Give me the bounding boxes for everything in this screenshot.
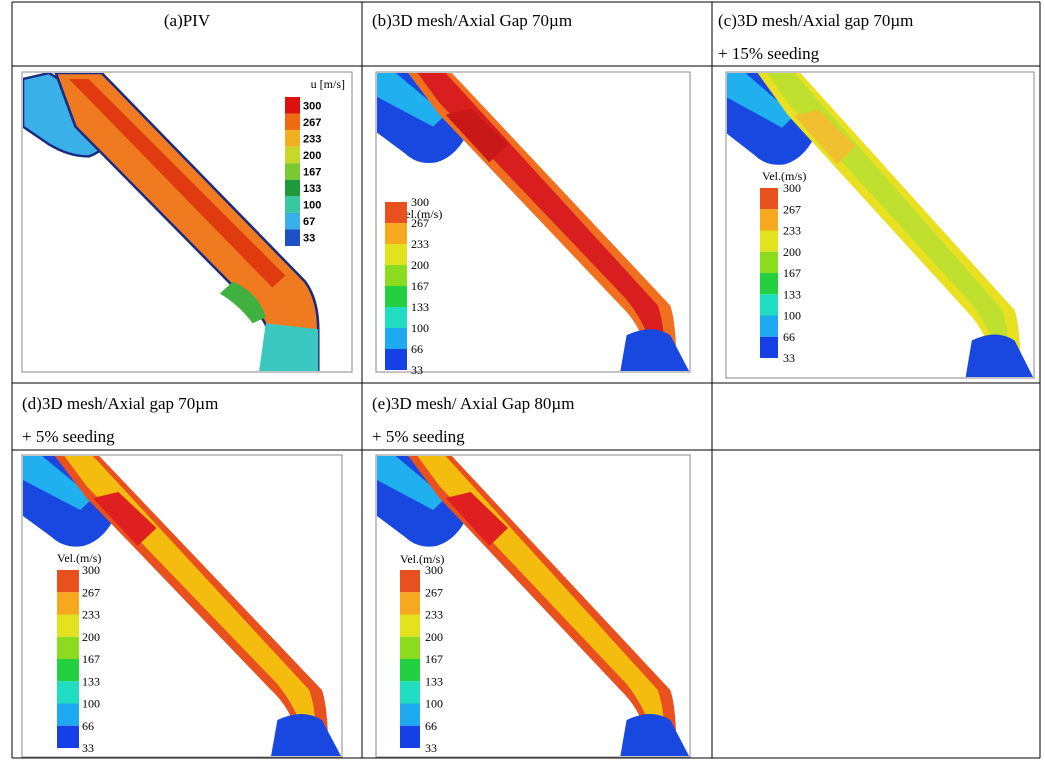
legend-label: 167 bbox=[303, 167, 321, 179]
legend-swatch bbox=[760, 273, 778, 294]
legend-swatch bbox=[57, 704, 79, 726]
legend-label: 167 bbox=[411, 279, 429, 293]
contour-region bbox=[259, 323, 318, 371]
legend-swatch bbox=[57, 592, 79, 614]
legend-label: 33 bbox=[411, 363, 423, 377]
legend-label: 200 bbox=[82, 630, 100, 644]
legend-swatch bbox=[385, 349, 407, 370]
figure-table: (a)PIV u [m/s] 300 267 233 200 167 133 100 67 33 (b… bbox=[0, 0, 1045, 760]
legend-swatch bbox=[760, 188, 778, 209]
legend-label: 233 bbox=[303, 133, 321, 145]
legend-swatch bbox=[760, 231, 778, 252]
legend-swatch bbox=[57, 615, 79, 637]
legend-swatch bbox=[385, 202, 407, 223]
legend-swatch bbox=[57, 659, 79, 681]
legend-swatch bbox=[385, 265, 407, 286]
legend-label: 66 bbox=[411, 342, 423, 356]
legend-label: 33 bbox=[425, 741, 437, 755]
legend-label: 267 bbox=[411, 216, 429, 230]
legend-swatch bbox=[285, 213, 300, 230]
legend-swatch bbox=[400, 681, 420, 703]
legend-label: 200 bbox=[303, 150, 321, 162]
panel-caption: + 5% seeding bbox=[372, 427, 465, 446]
legend-label: 267 bbox=[303, 117, 321, 129]
legend-swatch bbox=[400, 704, 420, 726]
legend-label: 100 bbox=[783, 309, 801, 323]
panel-caption: (b)3D mesh/Axial Gap 70µm bbox=[372, 11, 572, 30]
legend-swatch bbox=[760, 294, 778, 315]
legend-swatch bbox=[760, 337, 778, 358]
legend-swatch bbox=[57, 681, 79, 703]
legend-swatch bbox=[285, 229, 300, 246]
legend-label: 200 bbox=[411, 258, 429, 272]
panel-caption: (e)3D mesh/ Axial Gap 80µm bbox=[372, 394, 574, 413]
legend-label: 33 bbox=[303, 233, 315, 245]
legend-label: 100 bbox=[411, 321, 429, 335]
legend-swatch bbox=[400, 726, 420, 748]
panel-caption: + 15% seeding bbox=[718, 44, 820, 63]
legend-label: 233 bbox=[783, 224, 801, 238]
legend-label: 300 bbox=[783, 181, 801, 195]
legend-label: 233 bbox=[411, 237, 429, 251]
legend-label: 233 bbox=[82, 608, 100, 622]
legend-label: 33 bbox=[82, 741, 94, 755]
legend-label: 300 bbox=[411, 195, 429, 209]
legend-label: 67 bbox=[303, 216, 315, 228]
legend-swatch bbox=[400, 570, 420, 592]
legend-label: 300 bbox=[303, 100, 321, 112]
legend-label: 267 bbox=[82, 585, 100, 599]
legend-label: 100 bbox=[303, 200, 321, 212]
legend-label: 167 bbox=[82, 652, 100, 666]
legend-title: u [m/s] bbox=[311, 77, 345, 91]
panel-caption: (d)3D mesh/Axial gap 70µm bbox=[22, 394, 218, 413]
legend-swatch bbox=[385, 286, 407, 307]
legend-swatch bbox=[400, 615, 420, 637]
legend-swatch bbox=[285, 130, 300, 147]
legend-label: 133 bbox=[82, 674, 100, 688]
legend-label: 133 bbox=[425, 674, 443, 688]
legend-label: 233 bbox=[425, 608, 443, 622]
legend-label: 66 bbox=[82, 719, 94, 733]
legend-swatch bbox=[285, 163, 300, 180]
legend-swatch bbox=[385, 307, 407, 328]
legend-swatch bbox=[285, 114, 300, 131]
legend-swatch bbox=[385, 223, 407, 244]
legend-label: 100 bbox=[82, 697, 100, 711]
legend-swatch bbox=[285, 97, 300, 114]
legend-label: 167 bbox=[425, 652, 443, 666]
legend-swatch bbox=[285, 196, 300, 213]
legend-label: 300 bbox=[82, 563, 100, 577]
legend-swatch bbox=[760, 209, 778, 230]
panel-caption: (a)PIV bbox=[164, 11, 211, 30]
legend-label: 167 bbox=[783, 266, 801, 280]
panel-caption: + 5% seeding bbox=[22, 427, 115, 446]
legend-label: 66 bbox=[783, 330, 795, 344]
legend-swatch bbox=[385, 244, 407, 265]
legend-swatch bbox=[57, 570, 79, 592]
legend-swatch bbox=[400, 659, 420, 681]
legend-swatch bbox=[760, 316, 778, 337]
legend-swatch bbox=[400, 637, 420, 659]
legend-swatch bbox=[760, 252, 778, 273]
legend-label: 66 bbox=[425, 719, 437, 733]
legend-label: 267 bbox=[783, 202, 801, 216]
legend-label: 200 bbox=[425, 630, 443, 644]
legend-swatch bbox=[385, 328, 407, 349]
legend-label: 100 bbox=[425, 697, 443, 711]
legend-label: 300 bbox=[425, 563, 443, 577]
legend-swatch bbox=[285, 180, 300, 197]
panel-caption: (c)3D mesh/Axial gap 70µm bbox=[718, 11, 913, 30]
legend-swatch bbox=[285, 147, 300, 164]
legend-swatch bbox=[400, 592, 420, 614]
legend-label: 33 bbox=[783, 351, 795, 365]
legend-label: 133 bbox=[303, 183, 321, 195]
legend-swatch bbox=[57, 637, 79, 659]
legend-label: 133 bbox=[411, 300, 429, 314]
legend-label: 133 bbox=[783, 287, 801, 301]
legend-label: 267 bbox=[425, 585, 443, 599]
legend-label: 200 bbox=[783, 245, 801, 259]
legend-swatch bbox=[57, 726, 79, 748]
